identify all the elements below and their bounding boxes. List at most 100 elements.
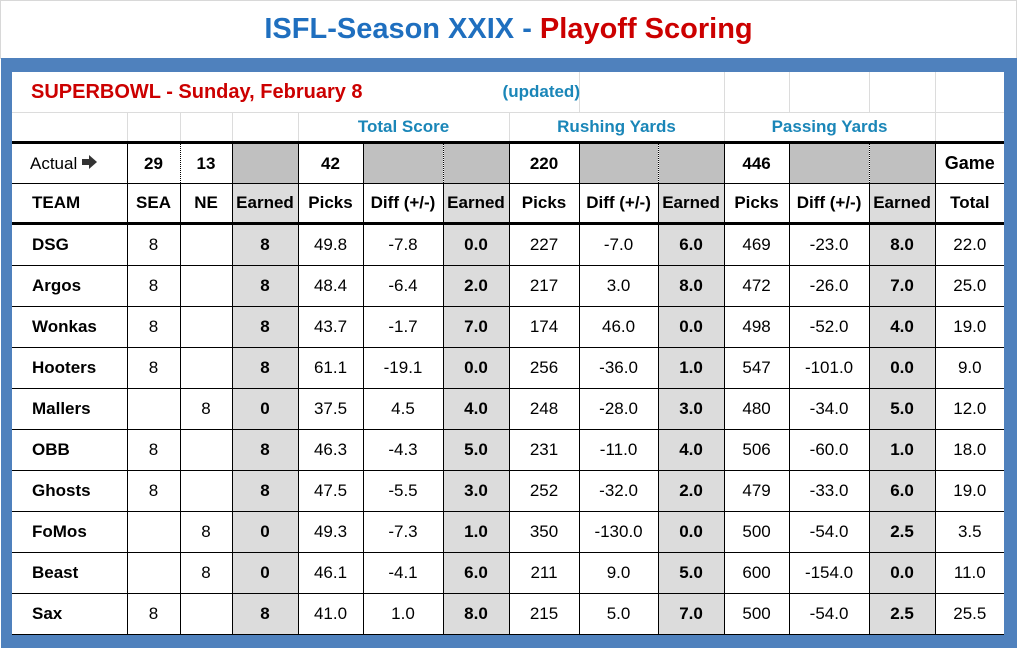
table-cell: -154.0 xyxy=(789,552,870,594)
title-playoff: Playoff Scoring xyxy=(539,13,753,45)
table-cell: 248 xyxy=(509,388,580,430)
table-cell: 8 xyxy=(232,306,299,348)
table-row: OBB 8 8 46.3 -4.3 5.0 231 -11.0 4.0 506 -60.0 1.0 18… xyxy=(12,429,1005,471)
table-cell: 5.0 xyxy=(579,593,659,635)
updated-label: (updated) xyxy=(502,72,648,113)
table-cell xyxy=(180,265,233,307)
table-cell: 25.5 xyxy=(935,593,1005,635)
table-cell: 61.1 xyxy=(298,347,364,389)
team-name: OBB xyxy=(12,429,128,471)
table-cell: 19.0 xyxy=(935,306,1005,348)
table-cell xyxy=(127,511,181,553)
table-cell: 12.0 xyxy=(935,388,1005,430)
table-cell: 498 xyxy=(724,306,790,348)
column-header: Total xyxy=(935,183,1005,225)
table-cell: 47.5 xyxy=(298,470,364,512)
table-cell: 7.0 xyxy=(869,265,936,307)
table-cell: 25.0 xyxy=(935,265,1005,307)
table-cell: 479 xyxy=(724,470,790,512)
scoring-table: SUPERBOWL - Sunday, February 8 (updated)… xyxy=(12,72,1005,635)
table-cell xyxy=(180,470,233,512)
actual-rushing: 220 xyxy=(509,142,580,184)
table-cell: 500 xyxy=(724,593,790,635)
table-cell: 211 xyxy=(509,552,580,594)
empty-cell xyxy=(12,112,128,144)
table-cell: -4.1 xyxy=(363,552,444,594)
table-cell: 1.0 xyxy=(443,511,510,553)
column-header: Picks xyxy=(298,183,364,225)
table-cell xyxy=(180,347,233,389)
table-cell: 0 xyxy=(232,388,299,430)
table-cell: 217 xyxy=(509,265,580,307)
table-cell: 600 xyxy=(724,552,790,594)
team-name: Argos xyxy=(12,265,128,307)
empty-cell xyxy=(789,72,870,113)
table-cell: 2.0 xyxy=(443,265,510,307)
table-cell: 1.0 xyxy=(658,347,725,389)
table-cell: 547 xyxy=(724,347,790,389)
table-cell: 3.5 xyxy=(935,511,1005,553)
actual-passing: 446 xyxy=(724,142,790,184)
table-cell: 1.0 xyxy=(869,429,936,471)
table-cell: 8 xyxy=(180,388,233,430)
table-cell: -52.0 xyxy=(789,306,870,348)
table-cell: 9.0 xyxy=(935,347,1005,389)
table-cell: -28.0 xyxy=(579,388,659,430)
table-cell: 6.0 xyxy=(443,552,510,594)
table-cell: 2.5 xyxy=(869,593,936,635)
table-cell: -60.0 xyxy=(789,429,870,471)
table-cell: 11.0 xyxy=(935,552,1005,594)
table-cell: 231 xyxy=(509,429,580,471)
column-header: TEAM xyxy=(12,183,128,225)
superbowl-row: SUPERBOWL - Sunday, February 8 (updated) xyxy=(12,72,1005,113)
team-name: Sax xyxy=(12,593,128,635)
table-cell: 227 xyxy=(509,223,580,266)
table-cell: 5.0 xyxy=(869,388,936,430)
empty-cell xyxy=(724,72,790,113)
table-cell: 49.3 xyxy=(298,511,364,553)
table-cell: 8 xyxy=(127,265,181,307)
team-name: DSG xyxy=(12,223,128,266)
table-cell: 5.0 xyxy=(658,552,725,594)
table-cell: 0 xyxy=(232,511,299,553)
table-cell: 8.0 xyxy=(443,593,510,635)
table-cell: -101.0 xyxy=(789,347,870,389)
column-header: Earned xyxy=(443,183,510,225)
game-label: Game xyxy=(935,142,1005,184)
table-cell: 0.0 xyxy=(658,306,725,348)
column-header: Earned xyxy=(658,183,725,225)
table-row: Wonkas 8 8 43.7 -1.7 7.0 174 46.0 0.0 498 -52.0 4.0… xyxy=(12,306,1005,348)
table-cell: 174 xyxy=(509,306,580,348)
table-cell xyxy=(180,306,233,348)
table-cell: -23.0 xyxy=(789,223,870,266)
table-cell: 4.5 xyxy=(363,388,444,430)
table-cell: 8 xyxy=(127,429,181,471)
gray-cell xyxy=(363,142,444,184)
table-cell: -1.7 xyxy=(363,306,444,348)
table-cell: 48.4 xyxy=(298,265,364,307)
table-row: Hooters 8 8 61.1 -19.1 0.0 256 -36.0 1.0 547 -101.… xyxy=(12,347,1005,389)
table-cell: 8 xyxy=(180,552,233,594)
table-cell xyxy=(180,429,233,471)
actual-label: Actual xyxy=(30,153,78,173)
actual-sea: 29 xyxy=(127,142,181,184)
table-cell: 8.0 xyxy=(869,223,936,266)
table-cell: 500 xyxy=(724,511,790,553)
table-cell: 6.0 xyxy=(869,470,936,512)
table-cell: 252 xyxy=(509,470,580,512)
table-cell: -26.0 xyxy=(789,265,870,307)
table-cell: 2.0 xyxy=(658,470,725,512)
table-cell: 3.0 xyxy=(579,265,659,307)
table-cell: -4.3 xyxy=(363,429,444,471)
table-cell: 46.1 xyxy=(298,552,364,594)
table-cell: 6.0 xyxy=(658,223,725,266)
table-cell: 472 xyxy=(724,265,790,307)
table-row: Argos 8 8 48.4 -6.4 2.0 217 3.0 8.0 472 -26.0 7.0 25… xyxy=(12,265,1005,307)
team-name: FoMos xyxy=(12,511,128,553)
table-cell xyxy=(127,388,181,430)
table-cell: 469 xyxy=(724,223,790,266)
table-cell: -32.0 xyxy=(579,470,659,512)
table-cell: 3.0 xyxy=(443,470,510,512)
table-cell: 0 xyxy=(232,552,299,594)
gray-cell xyxy=(789,142,870,184)
